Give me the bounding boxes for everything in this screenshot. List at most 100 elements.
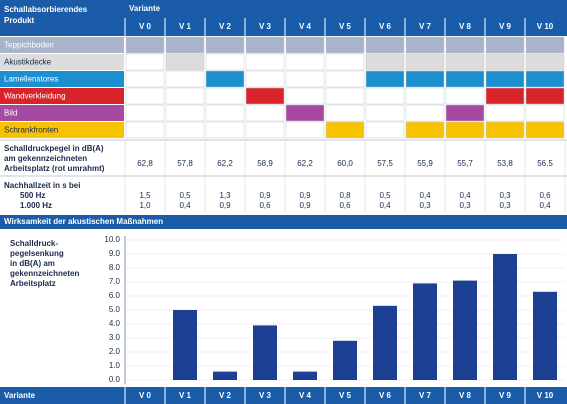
variant-cell-used [485, 121, 525, 139]
product-name: Akustikdecke [4, 58, 52, 67]
nachhall-label: Nachhallzeit in s bei [4, 181, 80, 190]
variant-cell-used [365, 36, 405, 54]
variant-cell-used [525, 53, 565, 71]
chart-title-bar [0, 215, 567, 229]
x-tick-label: V 6 [379, 391, 392, 400]
variant-cell-used [285, 36, 325, 54]
nachhall-500: 0,8 [339, 191, 351, 200]
x-tick-label: V 5 [339, 391, 352, 400]
pegel-value: 53,8 [497, 159, 513, 168]
variant-cell [125, 53, 165, 71]
pegel-value: 55,9 [417, 159, 433, 168]
variant-cell-used [405, 53, 445, 71]
pegel-value: 60,0 [337, 159, 353, 168]
variant-cell [285, 121, 325, 139]
nachhall-1000: 0,6 [259, 201, 271, 210]
variant-cell [125, 70, 165, 88]
footer-variant: Variante [4, 391, 36, 400]
footer-bar [0, 387, 567, 404]
variant-cell-used [405, 36, 445, 54]
bar [333, 340, 357, 380]
variant-cell-used [205, 70, 245, 88]
pegel-value: 62,8 [137, 159, 153, 168]
variant-cell-used [445, 121, 485, 139]
variant-cell-used [285, 104, 325, 122]
x-tick-label: V 0 [139, 391, 152, 400]
x-tick-label: V 3 [259, 391, 272, 400]
variant-label: V 6 [379, 22, 392, 31]
variant-cell [245, 121, 285, 139]
nachhall-500: 0,4 [419, 191, 431, 200]
variant-cell [365, 87, 405, 105]
variant-cell-used [205, 36, 245, 54]
nachhall-500: 1,5 [139, 191, 151, 200]
variant-label: V 3 [259, 22, 272, 31]
bar [453, 280, 477, 380]
bar [213, 371, 237, 380]
nachhall-500: 0,4 [459, 191, 471, 200]
variant-cell-used [525, 121, 565, 139]
variant-label: V 4 [299, 22, 312, 31]
variant-cell [325, 70, 365, 88]
variant-cell [365, 121, 405, 139]
nachhall-1000: 1,0 [139, 201, 151, 210]
pegel-value: 58,9 [257, 159, 273, 168]
variant-cell-used [485, 70, 525, 88]
y-label: Schalldruck- [10, 239, 58, 248]
nachhall-1000: 0,3 [499, 201, 511, 210]
y-tick-label: 3.0 [109, 333, 121, 342]
x-tick-label: V 2 [219, 391, 232, 400]
variant-cell-used [525, 87, 565, 105]
pegel-label: Arbeitsplatz (rot umrahmt) [4, 164, 105, 173]
variant-cell [245, 53, 285, 71]
variant-cell [245, 104, 285, 122]
variant-cell-used [445, 104, 485, 122]
variant-label: V 2 [219, 22, 232, 31]
nachhall-1000: 0,3 [419, 201, 431, 210]
x-tick-label: V 10 [537, 391, 554, 400]
variant-cell [205, 121, 245, 139]
variant-cell-used [485, 87, 525, 105]
variant-cell [325, 87, 365, 105]
y-label: Arbeitsplatz [10, 279, 56, 288]
variant-cell [205, 53, 245, 71]
variant-cell [325, 53, 365, 71]
variant-label: V 7 [419, 22, 432, 31]
y-tick-label: 7.0 [109, 277, 121, 286]
bar [413, 283, 437, 380]
variant-label: V 8 [459, 22, 472, 31]
variant-cell [205, 104, 245, 122]
bar [373, 305, 397, 380]
product-name: Schrankfronten [4, 126, 58, 135]
product-cell [0, 71, 124, 87]
variant-cell-used [445, 36, 485, 54]
pegel-value: 56,5 [537, 159, 553, 168]
x-tick-label: V 4 [299, 391, 312, 400]
nachhall-1000: 0,4 [179, 201, 191, 210]
nachhall-500: 0,6 [539, 191, 551, 200]
product-name: Teppichboden [4, 41, 54, 50]
product-cell [0, 88, 124, 104]
variant-cell [165, 87, 205, 105]
y-tick-label: 1.0 [109, 361, 121, 370]
variant-cell-used [525, 36, 565, 54]
product-name: Wandverkleidung [4, 92, 66, 101]
variant-cell [285, 53, 325, 71]
y-tick-label: 10.0 [104, 235, 120, 244]
variant-cell [525, 104, 565, 122]
variant-cell-used [445, 53, 485, 71]
nachhall-500: 0,3 [499, 191, 511, 200]
nachhall-1000: 0,3 [459, 201, 471, 210]
pegel-value: 62,2 [297, 159, 313, 168]
pegel-value: 57,5 [377, 159, 393, 168]
nachhall-1000: 0,6 [339, 201, 351, 210]
bar [533, 291, 557, 380]
variant-label: V 9 [499, 22, 512, 31]
y-label: in dB(A) am [10, 259, 55, 268]
product-cell [0, 37, 124, 53]
pegel-value: 57,8 [177, 159, 193, 168]
chart-title: Wirksamkeit der akustischen Maßnahmen [4, 217, 163, 226]
x-tick-label: V 7 [419, 391, 432, 400]
bar [253, 325, 277, 380]
